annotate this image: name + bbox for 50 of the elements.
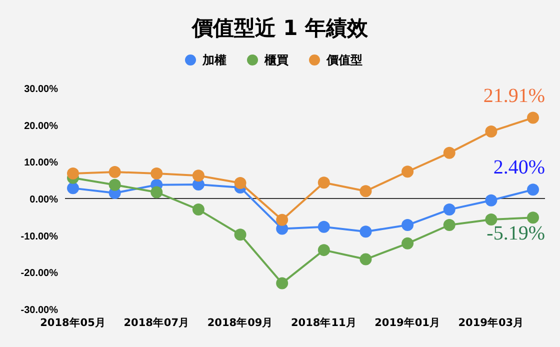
legend-label: 價值型 xyxy=(326,53,362,67)
y-tick-label: 0.00% xyxy=(30,194,58,206)
point xyxy=(318,220,330,233)
legend-label: 加權 xyxy=(202,53,226,67)
point xyxy=(234,177,246,190)
y-tick-label: 10.00% xyxy=(24,158,58,169)
x-tick-label: 2018年11月 xyxy=(290,316,357,329)
chart-title: 價值型近 1 年績效 xyxy=(190,16,370,40)
x-tick-label: 2018年05月 xyxy=(40,316,106,329)
point xyxy=(527,212,539,224)
point xyxy=(67,182,79,194)
point xyxy=(443,204,456,216)
point xyxy=(485,194,498,206)
point xyxy=(150,167,163,180)
point xyxy=(402,166,414,178)
point xyxy=(402,237,414,250)
point xyxy=(527,184,539,196)
y-tick-label: -30.00% xyxy=(20,305,58,316)
x-tick-label: 2019年03月 xyxy=(458,316,524,329)
y-tick-label: -10.00% xyxy=(20,231,58,242)
legend-label: 櫃買 xyxy=(264,53,288,67)
y-tick-label: 30.00% xyxy=(24,84,58,95)
y-tick-label: 20.00% xyxy=(24,120,58,132)
data-label: 21.91% xyxy=(483,84,545,107)
point xyxy=(360,226,372,238)
x-tick-label: 2018年09月 xyxy=(207,316,274,329)
point xyxy=(443,219,456,232)
point xyxy=(192,170,204,182)
x-tick-label: 2018年07月 xyxy=(124,316,190,329)
point xyxy=(360,253,372,266)
point xyxy=(67,167,79,180)
data-label: 2.40% xyxy=(493,156,545,179)
point xyxy=(485,125,498,138)
point xyxy=(192,204,204,216)
point xyxy=(150,186,163,198)
point xyxy=(527,112,539,124)
y-tick-label: -20.00% xyxy=(20,268,58,280)
x-tick-label: 2019年01月 xyxy=(374,316,440,329)
point xyxy=(234,228,246,241)
point xyxy=(318,244,330,256)
point xyxy=(402,219,414,232)
point xyxy=(276,277,288,290)
point xyxy=(276,214,288,226)
point xyxy=(443,146,456,159)
point xyxy=(318,176,330,189)
point xyxy=(360,185,372,198)
data-label: -5.19% xyxy=(486,222,545,245)
point xyxy=(108,166,121,178)
point xyxy=(485,213,498,226)
point xyxy=(108,178,121,191)
